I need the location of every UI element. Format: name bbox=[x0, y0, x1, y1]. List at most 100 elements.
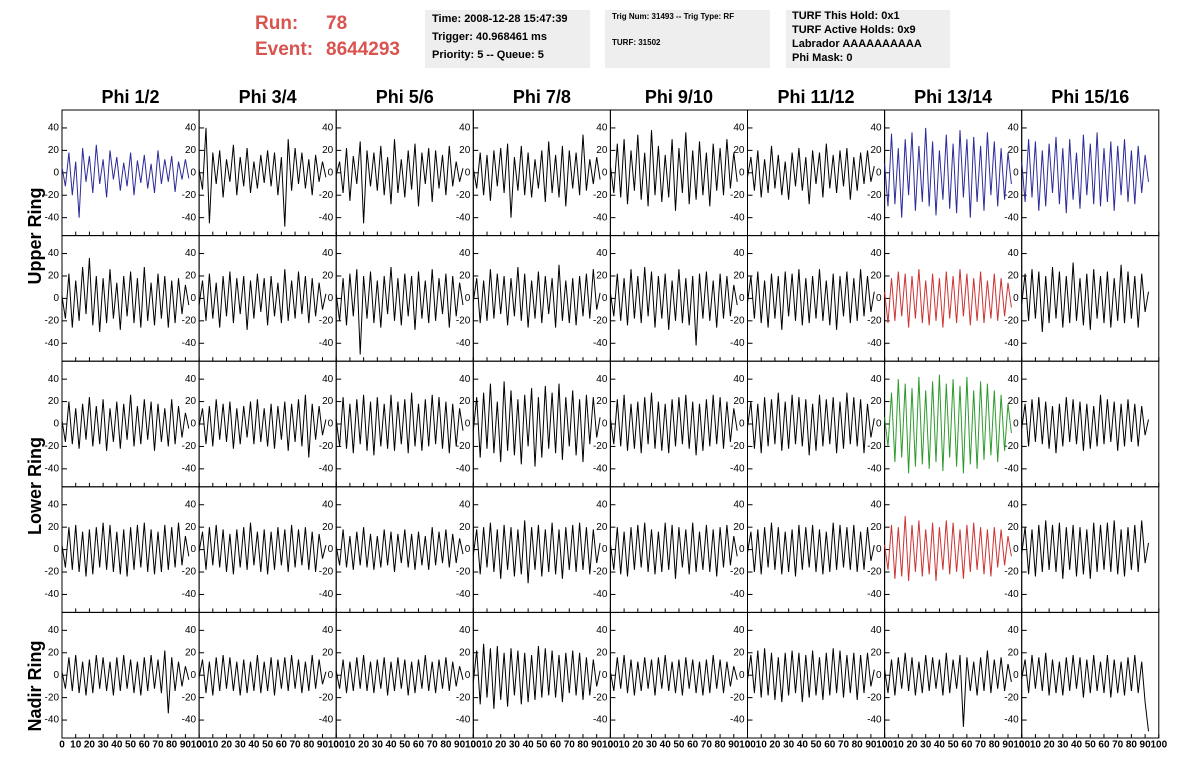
y-tick-label: -20 bbox=[867, 567, 882, 578]
x-tick-label: 80 bbox=[715, 740, 727, 751]
y-tick-label: -20 bbox=[456, 190, 471, 201]
waveform bbox=[609, 266, 738, 346]
y-tick-label: 0 bbox=[739, 167, 745, 178]
x-tick-label: 20 bbox=[906, 740, 918, 751]
y-tick-label: 40 bbox=[596, 123, 608, 134]
x-tick-label: 60 bbox=[687, 740, 699, 751]
y-tick-label: -40 bbox=[182, 715, 197, 726]
x-tick-label: 50 bbox=[536, 740, 548, 751]
y-tick-label: 0 bbox=[1013, 293, 1019, 304]
y-tick-label: -20 bbox=[319, 441, 334, 452]
y-tick-label: 40 bbox=[322, 625, 334, 636]
y-tick-label: 0 bbox=[602, 293, 608, 304]
column-title: Phi 7/8 bbox=[513, 87, 571, 107]
y-tick-label: -40 bbox=[45, 212, 60, 223]
y-tick-label: -40 bbox=[1004, 589, 1019, 600]
x-tick-label: 40 bbox=[660, 740, 672, 751]
info-line: Time: 2008-12-28 15:47:39 bbox=[432, 13, 568, 25]
waveform bbox=[609, 522, 738, 579]
waveform bbox=[335, 139, 464, 224]
y-tick-label: 0 bbox=[191, 293, 197, 304]
y-tick-label: 20 bbox=[322, 396, 334, 407]
info-box bbox=[425, 10, 590, 68]
y-tick-label: 40 bbox=[185, 248, 197, 259]
y-tick-label: 40 bbox=[48, 374, 60, 385]
y-tick-label: -40 bbox=[730, 589, 745, 600]
waveform bbox=[472, 264, 601, 328]
x-tick-label: 30 bbox=[1057, 740, 1069, 751]
y-tick-label: 40 bbox=[733, 625, 745, 636]
x-tick-label: 70 bbox=[152, 740, 164, 751]
y-tick-label: 40 bbox=[733, 374, 745, 385]
y-tick-label: 20 bbox=[459, 271, 471, 282]
y-tick-label: -40 bbox=[182, 463, 197, 474]
x-tick-label: 70 bbox=[975, 740, 987, 751]
x-tick-label: 30 bbox=[372, 740, 384, 751]
x-tick-label: 30 bbox=[509, 740, 521, 751]
x-tick-label: 0 bbox=[196, 740, 202, 751]
y-tick-label: -20 bbox=[867, 190, 882, 201]
y-tick-label: -20 bbox=[593, 567, 608, 578]
x-tick-label: 100 bbox=[602, 740, 619, 751]
waveform bbox=[61, 144, 190, 218]
y-tick-label: -20 bbox=[45, 441, 60, 452]
y-tick-label: 40 bbox=[870, 374, 882, 385]
x-tick-label: 90 bbox=[591, 740, 603, 751]
y-tick-label: 20 bbox=[48, 647, 60, 658]
y-tick-label: -20 bbox=[182, 190, 197, 201]
x-tick-label: 50 bbox=[262, 740, 274, 751]
y-tick-label: 40 bbox=[48, 625, 60, 636]
waveform bbox=[884, 269, 1012, 328]
y-tick-label: 20 bbox=[185, 522, 197, 533]
x-tick-label: 20 bbox=[495, 740, 507, 751]
y-tick-label: 40 bbox=[733, 499, 745, 510]
x-tick-label: 60 bbox=[276, 740, 288, 751]
y-tick-label: -20 bbox=[319, 567, 334, 578]
y-tick-label: 20 bbox=[870, 522, 882, 533]
y-tick-label: 0 bbox=[465, 293, 471, 304]
y-tick-label: -40 bbox=[182, 589, 197, 600]
y-tick-label: -20 bbox=[319, 692, 334, 703]
x-tick-label: 10 bbox=[344, 740, 356, 751]
y-tick-label: -20 bbox=[1004, 315, 1019, 326]
event-label: Event: bbox=[255, 39, 313, 60]
y-tick-label: 20 bbox=[185, 647, 197, 658]
y-tick-label: 0 bbox=[876, 544, 882, 555]
y-tick-label: -20 bbox=[593, 692, 608, 703]
x-tick-label: 20 bbox=[1044, 740, 1056, 751]
y-tick-label: -40 bbox=[45, 338, 60, 349]
waveform bbox=[198, 269, 327, 330]
event-number: 8644293 bbox=[326, 39, 400, 60]
y-tick-label: 0 bbox=[53, 670, 59, 681]
y-tick-label: 20 bbox=[48, 145, 60, 156]
x-tick-label: 10 bbox=[481, 740, 493, 751]
y-tick-label: -40 bbox=[1004, 212, 1019, 223]
x-tick-label: 50 bbox=[399, 740, 411, 751]
y-tick-label: -20 bbox=[1004, 441, 1019, 452]
y-tick-label: 20 bbox=[185, 271, 197, 282]
info-line: Priority: 5 -- Queue: 5 bbox=[432, 49, 544, 61]
y-tick-label: 20 bbox=[459, 396, 471, 407]
x-tick-label: 10 bbox=[70, 740, 82, 751]
y-tick-label: -40 bbox=[867, 212, 882, 223]
waveform bbox=[335, 392, 464, 456]
y-tick-label: -20 bbox=[867, 692, 882, 703]
y-tick-label: 20 bbox=[48, 271, 60, 282]
x-tick-label: 0 bbox=[608, 740, 614, 751]
y-tick-label: 0 bbox=[739, 419, 745, 430]
x-tick-label: 90 bbox=[454, 740, 466, 751]
y-tick-label: 40 bbox=[185, 499, 197, 510]
y-tick-label: 0 bbox=[602, 670, 608, 681]
x-tick-label: 40 bbox=[248, 740, 260, 751]
y-tick-label: -40 bbox=[456, 463, 471, 474]
y-tick-label: -20 bbox=[730, 315, 745, 326]
y-tick-label: 0 bbox=[1013, 670, 1019, 681]
y-tick-label: -20 bbox=[867, 315, 882, 326]
x-tick-label: 60 bbox=[413, 740, 425, 751]
waveform bbox=[198, 522, 327, 575]
x-tick-label: 100 bbox=[1013, 740, 1030, 751]
y-tick-label: 40 bbox=[459, 374, 471, 385]
y-tick-label: -20 bbox=[730, 567, 745, 578]
y-tick-label: -40 bbox=[730, 338, 745, 349]
waveform bbox=[609, 392, 738, 456]
